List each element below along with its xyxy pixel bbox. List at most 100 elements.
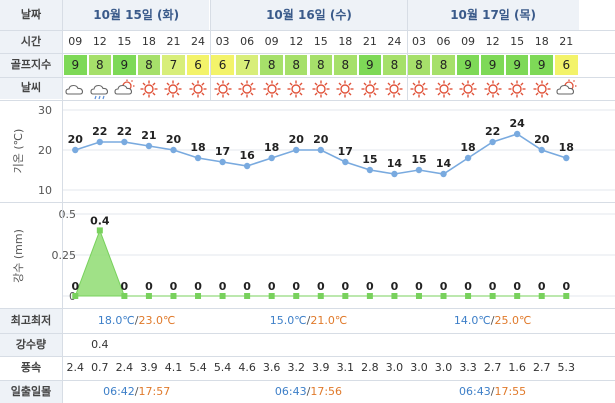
golf-index-cell: 7 (235, 55, 259, 75)
time-cell: 06 (436, 35, 451, 48)
wind-speed-cell: 3.9 (312, 361, 330, 374)
wind-speed-cell: 3.3 (459, 361, 477, 374)
golf-index-cell: 8 (407, 55, 431, 75)
wind-speed-label: 풍속 (20, 361, 42, 374)
precipitation-value-label: 0 (145, 280, 153, 293)
separator: / (134, 385, 139, 398)
time-cell: 24 (387, 35, 402, 48)
sunrise-time: 06:43 (459, 385, 491, 398)
temperature-point (464, 154, 472, 162)
precipitation-value-label: 0 (562, 280, 570, 293)
golf-index-cell: 8 (260, 55, 283, 75)
precipitation-point (72, 293, 79, 299)
golf-index-cell: 8 (383, 55, 406, 75)
wind-speed-cell: 3.1 (336, 361, 355, 374)
time-cell: 21 (166, 35, 181, 48)
golf-index-cell: 9 (358, 55, 382, 75)
separator: / (306, 314, 311, 327)
golf-index-cell: 9 (64, 55, 87, 75)
precipitation-value-label: 0 (292, 280, 300, 293)
time-cell: 12 (485, 35, 500, 48)
time-cell: 12 (289, 35, 304, 48)
divider (0, 30, 615, 31)
temperature-value-label: 18 (190, 141, 205, 154)
sunrise-sunset-cell: 06:43/17:55 (411, 380, 575, 403)
precipitation-value-label: 0 (366, 280, 374, 293)
precipitation-point (293, 293, 300, 299)
low-temp: 15.0℃ (269, 314, 307, 327)
y-tick-label: 30 (38, 104, 52, 117)
temperature-value-label: 18 (559, 141, 574, 154)
wind-speed-cell: 5.3 (557, 361, 576, 374)
wind-speed-cell: 3.0 (385, 361, 404, 374)
temperature-point (317, 146, 324, 154)
wind-speed-cell: 3.6 (262, 361, 281, 374)
golf-index-cell: 8 (334, 55, 357, 75)
golf-index-cell: 6 (211, 55, 234, 75)
golf-index-label: 골프지수 (0, 53, 62, 77)
day-header: 10월 16일 (수) (211, 0, 407, 30)
minmax-label: 최고최저 (0, 309, 62, 333)
time-cell: 03 (215, 35, 230, 48)
temperature-value-label: 20 (534, 133, 550, 146)
time-cell: 21 (559, 35, 574, 48)
precipitation-point (538, 293, 545, 299)
temperature-point (268, 154, 275, 162)
separator: / (490, 314, 495, 327)
precipitation-point (440, 293, 447, 299)
temperature-point (513, 130, 521, 138)
sun-icon (186, 78, 210, 100)
precipitation-point (145, 293, 152, 299)
precipitation-value-label: 0 (170, 280, 178, 293)
minmax-cell: 18.0℃/23.0℃ (67, 309, 206, 333)
precipitation-point (170, 293, 177, 299)
weather-label: 날씨 (0, 77, 62, 99)
golf-index-cell: 7 (162, 55, 185, 75)
sunrise-time: 06:43 (274, 385, 307, 398)
day-header: 10월 15일 (화) (63, 0, 210, 30)
temperature-value-label: 14 (387, 157, 403, 170)
sun-icon (505, 78, 529, 100)
temperature-axis-label: 기온 (℃) (12, 129, 25, 174)
temperature-value-label: 18 (264, 141, 279, 154)
wind-speed-cell: 3.0 (410, 361, 428, 374)
temperature-point (366, 166, 374, 174)
divider (62, 0, 63, 403)
time-cell: 15 (117, 35, 132, 48)
wind-speed-cell: 2.7 (532, 361, 551, 374)
temperature-value-label: 16 (239, 149, 255, 162)
sun-icon (481, 78, 505, 100)
golf-index-cell: 8 (284, 55, 308, 75)
time-cell: 09 (461, 35, 476, 48)
precipitation-point (391, 293, 398, 299)
temperature-value-label: 15 (362, 153, 377, 166)
temperature-value-label: 22 (92, 125, 107, 138)
rain-cloud-icon (88, 78, 112, 100)
temperature-value-label: 14 (436, 157, 452, 170)
time-cell: 03 (411, 35, 426, 48)
precipitation-value-label: 0 (391, 280, 399, 293)
sun-icon (309, 78, 333, 100)
precipitation-point (514, 293, 521, 299)
temperature-value-label: 18 (460, 141, 475, 154)
temperature-point (194, 154, 202, 162)
temperature-point (243, 162, 251, 170)
time-cell: 18 (141, 35, 156, 48)
wind-speed-cell: 0.7 (91, 361, 109, 374)
sunrise-time: 06:42 (103, 385, 135, 398)
precipitation-value-label: 0 (464, 280, 472, 293)
precipitation-value-label: 0.4 (90, 214, 110, 227)
golf-index-cell: 9 (481, 55, 504, 75)
sunset-time: 17:57 (138, 385, 171, 398)
golf-index-cell: 8 (137, 55, 161, 75)
sun-icon (260, 78, 284, 100)
temperature-point (293, 146, 300, 154)
day-divider (210, 0, 212, 100)
precipitation-value-label: 0 (489, 280, 497, 293)
precipitation-value-label: 0 (317, 280, 325, 293)
precipitation-point (244, 293, 251, 299)
temperature-value-label: 22 (485, 125, 500, 138)
precipitation-point (563, 293, 570, 299)
temperature-point (145, 142, 153, 150)
